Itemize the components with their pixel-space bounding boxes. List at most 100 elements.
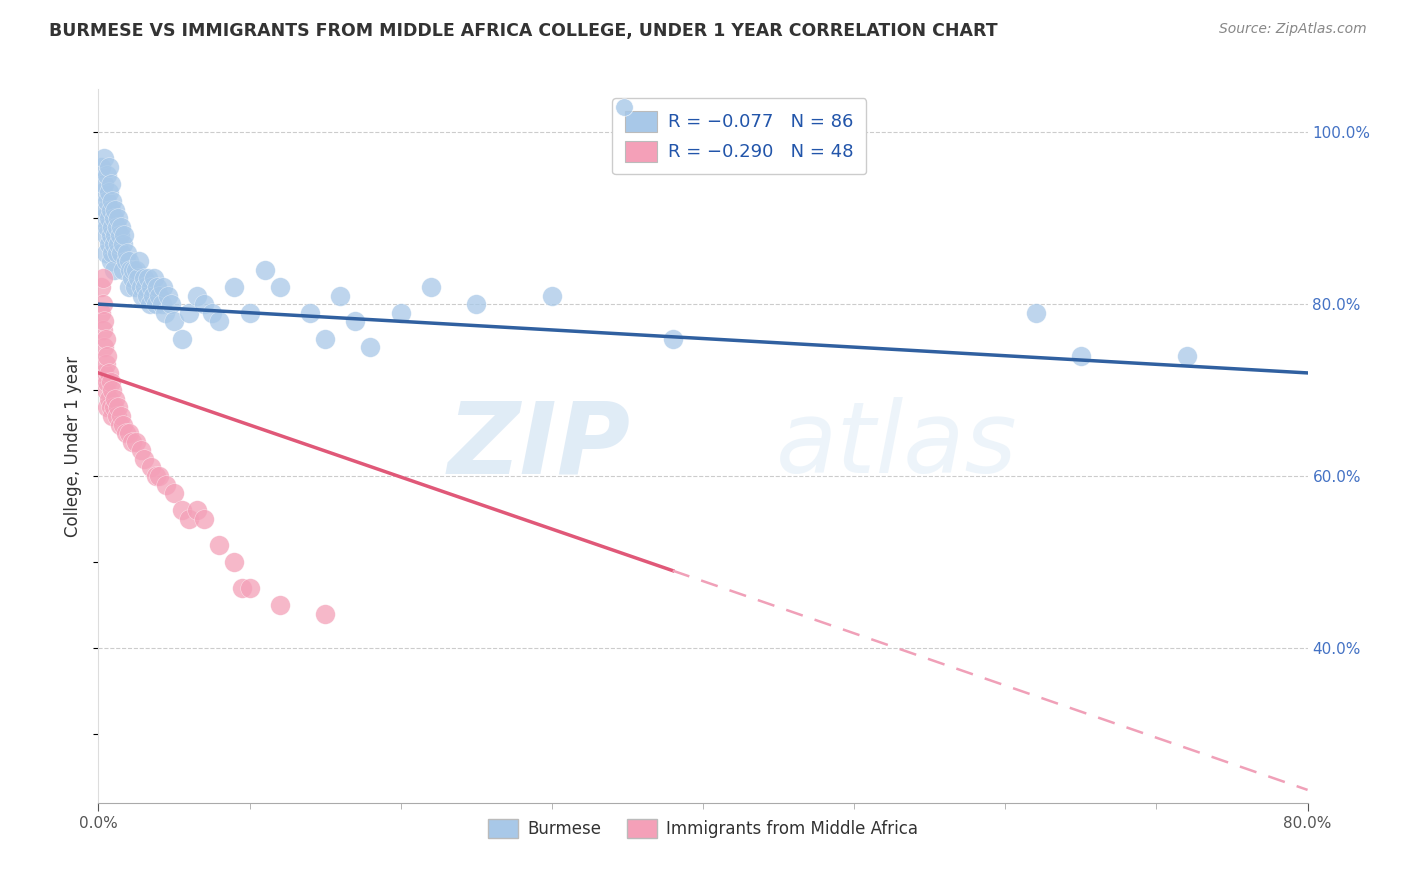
Point [114, 426, 136, 441]
Point [142, 288, 165, 302]
Point [93, 366, 115, 380]
Point [121, 434, 143, 449]
Point [179, 306, 201, 320]
Point [120, 262, 142, 277]
Point [96, 194, 118, 208]
Point [93, 151, 115, 165]
Point [127, 271, 149, 285]
Point [389, 306, 412, 320]
Point [100, 401, 122, 415]
Point [107, 211, 129, 226]
Point [105, 245, 128, 260]
Y-axis label: College, Under 1 year: College, Under 1 year [65, 355, 83, 537]
Point [661, 332, 683, 346]
Point [90, 280, 112, 294]
Point [134, 280, 156, 294]
Point [193, 512, 215, 526]
Point [145, 297, 167, 311]
Point [101, 219, 124, 234]
Point [96, 168, 118, 182]
Point [150, 297, 173, 311]
Point [148, 469, 170, 483]
Point [129, 280, 152, 294]
Point [1070, 349, 1092, 363]
Point [745, 146, 768, 161]
Point [101, 194, 124, 208]
Point [224, 555, 246, 569]
Point [143, 271, 166, 285]
Point [98, 392, 121, 406]
Point [299, 306, 322, 320]
Point [91, 211, 114, 226]
Point [91, 297, 114, 311]
Point [1175, 349, 1198, 363]
Point [145, 469, 167, 483]
Point [108, 228, 131, 243]
Point [96, 401, 118, 415]
Point [96, 375, 118, 389]
Point [360, 340, 382, 354]
Point [224, 280, 246, 294]
Point [108, 417, 131, 432]
Point [103, 262, 125, 277]
Text: ZIP: ZIP [447, 398, 630, 494]
Point [105, 219, 128, 234]
Point [155, 477, 177, 491]
Point [314, 607, 336, 621]
Point [170, 332, 193, 346]
Point [153, 306, 176, 320]
Point [152, 280, 174, 294]
Point [179, 512, 201, 526]
Point [100, 375, 122, 389]
Point [94, 332, 117, 346]
Point [136, 271, 159, 285]
Point [111, 236, 134, 251]
Point [114, 254, 136, 268]
Point [103, 236, 125, 251]
Point [128, 254, 150, 268]
Point [103, 211, 125, 226]
Point [160, 297, 183, 311]
Point [110, 245, 132, 260]
Point [208, 538, 231, 552]
Point [105, 409, 128, 423]
Point [98, 366, 121, 380]
Point [100, 202, 122, 217]
Point [132, 451, 155, 466]
Point [94, 383, 117, 397]
Point [94, 228, 117, 243]
Point [91, 186, 114, 200]
Point [231, 581, 253, 595]
Point [101, 383, 124, 397]
Point [98, 211, 121, 226]
Point [100, 228, 122, 243]
Point [96, 349, 118, 363]
Point [93, 340, 115, 354]
Point [104, 392, 127, 406]
Point [125, 262, 148, 277]
Point [170, 503, 193, 517]
Point [146, 280, 169, 294]
Point [121, 271, 143, 285]
Point [100, 177, 122, 191]
Point [344, 314, 367, 328]
Point [96, 219, 118, 234]
Point [163, 314, 186, 328]
Point [122, 262, 145, 277]
Point [163, 486, 186, 500]
Point [90, 160, 112, 174]
Point [208, 314, 231, 328]
Point [103, 401, 125, 415]
Point [91, 271, 114, 285]
Point [239, 581, 262, 595]
Point [107, 401, 129, 415]
Point [135, 288, 157, 302]
Point [141, 460, 163, 475]
Text: atlas: atlas [776, 398, 1017, 494]
Point [112, 228, 135, 243]
Point [104, 202, 127, 217]
Point [118, 426, 141, 441]
Point [91, 323, 114, 337]
Point [239, 306, 262, 320]
Point [94, 202, 117, 217]
